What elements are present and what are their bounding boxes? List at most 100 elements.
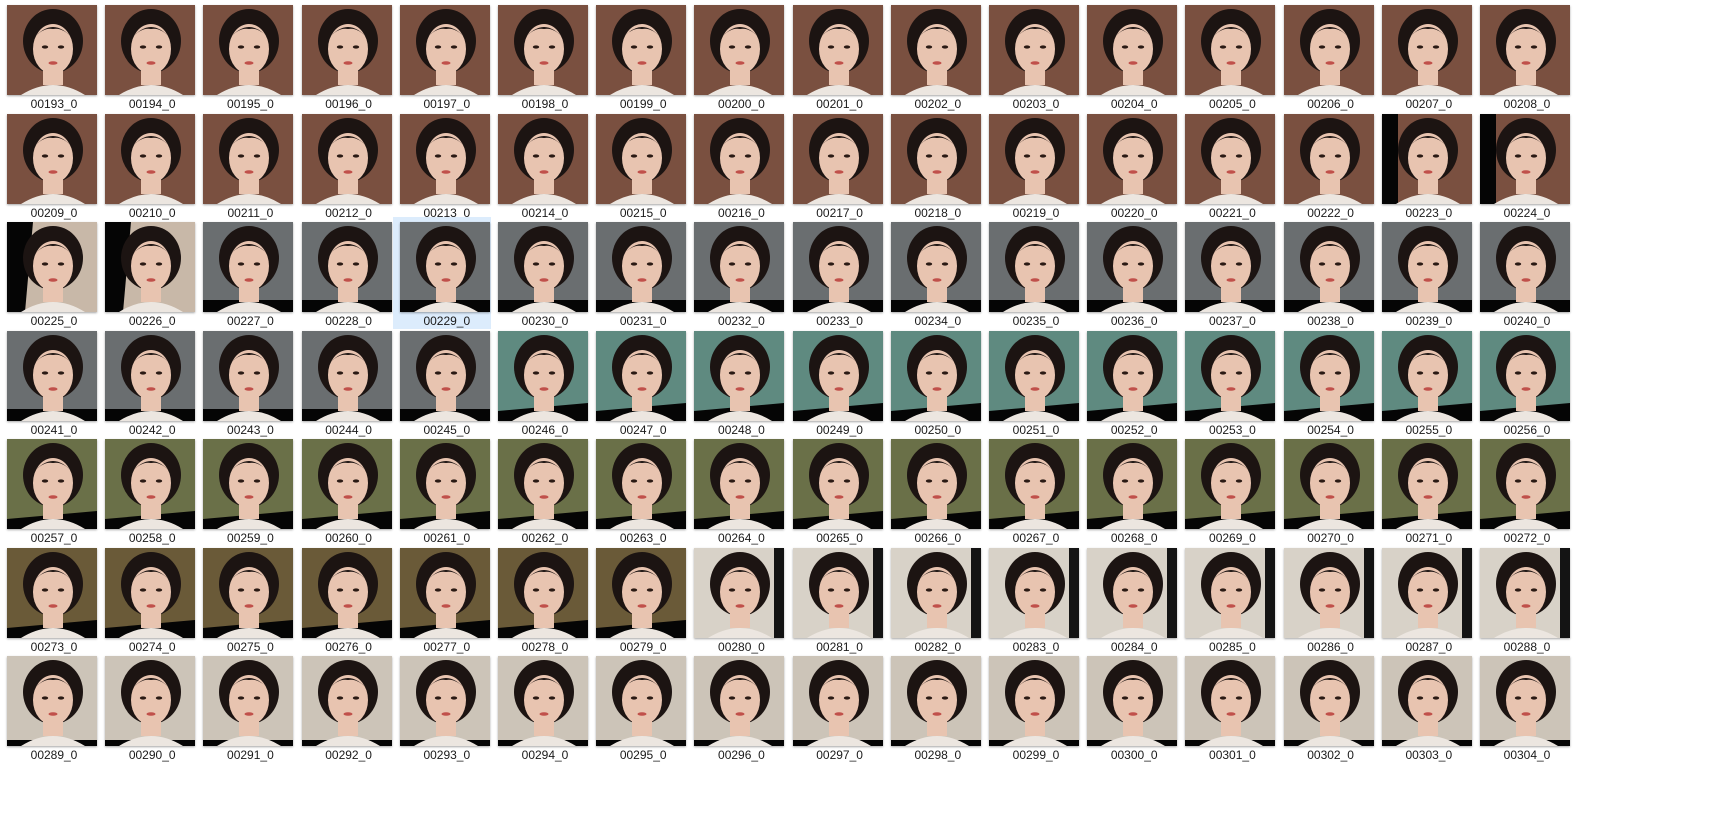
image-thumbnail[interactable] [1087,5,1177,95]
file-thumbnail-item[interactable]: 00233_0 [786,217,884,329]
image-thumbnail[interactable] [400,439,490,529]
image-thumbnail[interactable] [1480,656,1570,746]
file-thumbnail-item[interactable]: 00209_0 [0,109,98,221]
image-thumbnail[interactable] [1284,114,1374,204]
image-thumbnail[interactable] [498,222,588,312]
file-thumbnail-item[interactable]: 00302_0 [1277,651,1375,763]
image-thumbnail[interactable] [1087,439,1177,529]
image-thumbnail[interactable] [1185,439,1275,529]
file-thumbnail-item[interactable]: 00257_0 [0,434,98,546]
image-thumbnail[interactable] [694,331,784,421]
image-thumbnail[interactable] [203,5,293,95]
file-thumbnail-item[interactable]: 00291_0 [196,651,294,763]
image-thumbnail[interactable] [1382,331,1472,421]
image-thumbnail[interactable] [989,656,1079,746]
image-thumbnail[interactable] [989,439,1079,529]
image-thumbnail[interactable] [1284,222,1374,312]
image-thumbnail[interactable] [694,656,784,746]
file-thumbnail-item[interactable]: 00262_0 [491,434,589,546]
file-thumbnail-item[interactable]: 00234_0 [884,217,982,329]
file-thumbnail-item[interactable]: 00287_0 [1375,543,1473,655]
file-thumbnail-item[interactable]: 00253_0 [1178,326,1276,438]
image-thumbnail[interactable] [1185,114,1275,204]
file-thumbnail-item[interactable]: 00259_0 [196,434,294,546]
image-thumbnail[interactable] [400,5,490,95]
file-thumbnail-item[interactable]: 00298_0 [884,651,982,763]
file-thumbnail-item[interactable]: 00208_0 [1473,0,1571,112]
image-thumbnail[interactable] [1480,114,1570,204]
image-thumbnail[interactable] [302,331,392,421]
file-thumbnail-item[interactable]: 00286_0 [1277,543,1375,655]
file-thumbnail-item[interactable]: 00277_0 [393,543,491,655]
file-thumbnail-item[interactable]: 00258_0 [98,434,196,546]
image-thumbnail[interactable] [989,548,1079,638]
file-thumbnail-item[interactable]: 00292_0 [295,651,393,763]
file-thumbnail-item[interactable]: 00270_0 [1277,434,1375,546]
image-thumbnail[interactable] [1185,222,1275,312]
image-thumbnail[interactable] [203,114,293,204]
file-thumbnail-item[interactable]: 00204_0 [1080,0,1178,112]
image-thumbnail[interactable] [400,331,490,421]
image-thumbnail[interactable] [793,656,883,746]
image-thumbnail[interactable] [1382,5,1472,95]
image-thumbnail[interactable] [793,114,883,204]
file-thumbnail-item[interactable]: 00226_0 [98,217,196,329]
file-thumbnail-item[interactable]: 00249_0 [786,326,884,438]
image-thumbnail[interactable] [400,548,490,638]
file-thumbnail-item[interactable]: 00201_0 [786,0,884,112]
file-thumbnail-item[interactable]: 00294_0 [491,651,589,763]
image-thumbnail[interactable] [1284,331,1374,421]
file-thumbnail-item[interactable]: 00229_0 [393,217,491,329]
file-thumbnail-item[interactable]: 00210_0 [98,109,196,221]
file-thumbnail-item[interactable]: 00273_0 [0,543,98,655]
image-thumbnail[interactable] [498,548,588,638]
file-thumbnail-item[interactable]: 00271_0 [1375,434,1473,546]
image-thumbnail[interactable] [498,656,588,746]
file-thumbnail-item[interactable]: 00211_0 [196,109,294,221]
image-thumbnail[interactable] [694,5,784,95]
image-thumbnail[interactable] [1382,439,1472,529]
image-thumbnail[interactable] [105,331,195,421]
file-thumbnail-item[interactable]: 00268_0 [1080,434,1178,546]
file-thumbnail-item[interactable]: 00301_0 [1178,651,1276,763]
file-thumbnail-item[interactable]: 00260_0 [295,434,393,546]
image-thumbnail[interactable] [498,114,588,204]
image-thumbnail[interactable] [989,114,1079,204]
file-thumbnail-item[interactable]: 00288_0 [1473,543,1571,655]
file-thumbnail-item[interactable]: 00207_0 [1375,0,1473,112]
image-thumbnail[interactable] [1087,331,1177,421]
file-thumbnail-item[interactable]: 00289_0 [0,651,98,763]
image-thumbnail[interactable] [7,331,97,421]
image-thumbnail[interactable] [1185,548,1275,638]
image-thumbnail[interactable] [7,548,97,638]
image-thumbnail[interactable] [1087,114,1177,204]
image-thumbnail[interactable] [989,5,1079,95]
image-thumbnail[interactable] [105,5,195,95]
image-thumbnail[interactable] [1480,331,1570,421]
file-thumbnail-item[interactable]: 00278_0 [491,543,589,655]
file-thumbnail-item[interactable]: 00195_0 [196,0,294,112]
file-thumbnail-item[interactable]: 00228_0 [295,217,393,329]
file-thumbnail-item[interactable]: 00245_0 [393,326,491,438]
image-thumbnail[interactable] [203,439,293,529]
image-thumbnail[interactable] [891,114,981,204]
image-thumbnail[interactable] [596,5,686,95]
image-thumbnail[interactable] [302,548,392,638]
file-thumbnail-item[interactable]: 00220_0 [1080,109,1178,221]
file-thumbnail-item[interactable]: 00212_0 [295,109,393,221]
file-thumbnail-item[interactable]: 00281_0 [786,543,884,655]
image-thumbnail[interactable] [989,222,1079,312]
image-thumbnail[interactable] [891,548,981,638]
image-thumbnail[interactable] [891,439,981,529]
image-thumbnail[interactable] [498,439,588,529]
file-thumbnail-item[interactable]: 00232_0 [687,217,785,329]
file-thumbnail-item[interactable]: 00199_0 [589,0,687,112]
file-thumbnail-item[interactable]: 00272_0 [1473,434,1571,546]
file-thumbnail-item[interactable]: 00256_0 [1473,326,1571,438]
file-thumbnail-item[interactable]: 00221_0 [1178,109,1276,221]
image-thumbnail[interactable] [400,114,490,204]
image-thumbnail[interactable] [203,331,293,421]
image-thumbnail[interactable] [105,222,195,312]
image-thumbnail[interactable] [596,439,686,529]
image-thumbnail[interactable] [302,656,392,746]
